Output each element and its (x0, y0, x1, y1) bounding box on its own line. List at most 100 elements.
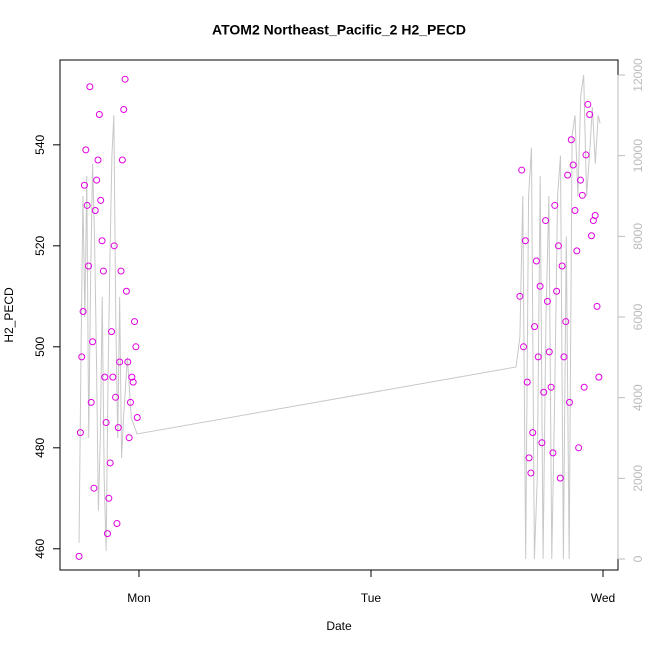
point (91, 206, 99, 214)
point (129, 378, 137, 386)
point (532, 257, 540, 265)
point (121, 75, 129, 83)
point (82, 146, 90, 154)
point (94, 156, 102, 164)
point (112, 393, 120, 401)
point (527, 469, 535, 477)
point (534, 353, 542, 361)
point (576, 176, 584, 184)
point (101, 373, 109, 381)
point (83, 201, 91, 209)
point (99, 267, 107, 275)
point (542, 217, 550, 225)
x-tick-label: Tue (361, 591, 382, 605)
point (131, 318, 139, 326)
point (584, 100, 592, 108)
point (75, 552, 83, 560)
point (93, 176, 101, 184)
point (122, 287, 130, 295)
point (114, 424, 122, 432)
point (98, 237, 106, 245)
point (128, 373, 136, 381)
point (87, 398, 95, 406)
point (549, 449, 557, 457)
point (106, 459, 114, 467)
y-tick-label: 520 (33, 235, 47, 255)
point (569, 161, 577, 169)
point (110, 242, 118, 250)
point (520, 343, 528, 351)
y2-tick-label: 10000 (631, 139, 645, 173)
point (531, 323, 539, 331)
point (85, 262, 93, 270)
point (133, 414, 141, 422)
point (117, 267, 125, 275)
point (518, 166, 526, 174)
y2-tick-label: 4000 (631, 384, 645, 411)
point (545, 348, 553, 356)
point (126, 398, 134, 406)
point (80, 181, 88, 189)
point (529, 429, 537, 437)
point (102, 419, 110, 427)
point (554, 242, 562, 250)
y-tick-label: 540 (33, 134, 47, 154)
point (553, 287, 561, 295)
point (97, 196, 105, 204)
point (536, 282, 544, 290)
y2-tick-label: 2000 (631, 465, 645, 492)
point (521, 237, 529, 245)
point (118, 156, 126, 164)
point (90, 484, 98, 492)
point (580, 383, 588, 391)
y-tick-label: 460 (33, 538, 47, 558)
point (76, 429, 84, 437)
chart-title: ATOM2 Northeast_Pacific_2 H2_PECD (212, 22, 466, 38)
point (564, 171, 572, 179)
point (86, 83, 94, 91)
point (547, 383, 555, 391)
point (89, 338, 97, 346)
y2-tick-label: 12000 (631, 58, 645, 92)
point (558, 262, 566, 270)
point (132, 343, 140, 351)
point (560, 353, 568, 361)
point (571, 206, 579, 214)
point (575, 444, 583, 452)
point (105, 494, 113, 502)
point (595, 373, 603, 381)
point (573, 247, 581, 255)
y2-tick-label: 8000 (631, 223, 645, 250)
y-tick-label: 480 (33, 437, 47, 457)
point (578, 191, 586, 199)
point (95, 111, 103, 119)
point (543, 297, 551, 305)
point (565, 398, 573, 406)
y2-tick-label: 6000 (631, 303, 645, 330)
x-axis-label: Date (326, 619, 352, 633)
point (582, 151, 590, 159)
line (78, 74, 601, 560)
point (593, 302, 601, 310)
point (525, 454, 533, 462)
point (78, 353, 86, 361)
point (125, 434, 133, 442)
point (108, 328, 116, 336)
point (103, 530, 111, 538)
point (562, 318, 570, 326)
point (113, 520, 121, 528)
point (124, 358, 132, 366)
point (540, 388, 548, 396)
point (79, 307, 87, 315)
point (586, 111, 594, 119)
point (538, 439, 546, 447)
point (556, 474, 564, 482)
point (551, 201, 559, 209)
y2-tick-label: 0 (631, 555, 645, 562)
x-tick-label: Wed (591, 591, 615, 605)
point (120, 105, 128, 113)
point (591, 212, 599, 220)
y-tick-label: 500 (33, 336, 47, 356)
x-tick-label: Mon (127, 591, 150, 605)
